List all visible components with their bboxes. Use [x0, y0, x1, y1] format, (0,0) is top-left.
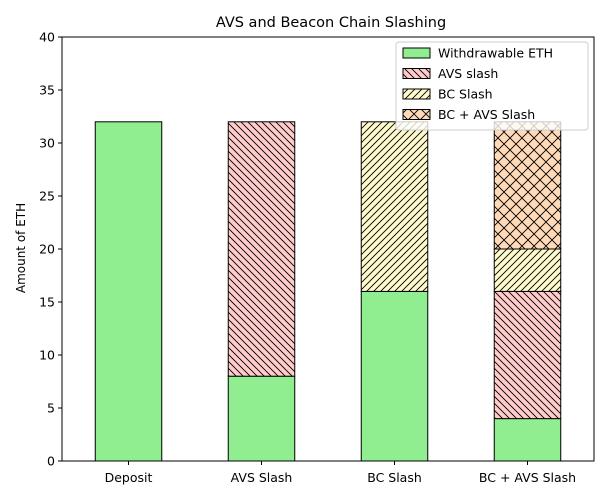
legend-box	[395, 41, 589, 131]
legend-swatch-bc-slash-outline	[402, 88, 431, 100]
legend-label-bc-slash: BC Slash	[438, 87, 493, 102]
y-tick-label: 35	[39, 83, 55, 98]
x-tick-label: AVS Slash	[231, 470, 293, 485]
y-tick-label: 30	[39, 136, 55, 151]
bars-layer	[94, 121, 562, 462]
y-tick-label: 25	[39, 189, 55, 204]
y-tick-label: 20	[39, 242, 55, 257]
legend-swatch-bc-avs-slash-outline	[402, 109, 431, 120]
bar-avs-slash-avs-slash-hatch	[228, 121, 295, 377]
legend-label-avs-slash: AVS slash	[438, 66, 498, 81]
legend-swatch-avs-slash-hatch	[403, 68, 430, 79]
bar-bc-avs-slash-bc-avs-slash-hatch	[494, 121, 561, 249]
bar-bc-avs-slash-withdrawable-eth	[494, 418, 561, 461]
bar-deposit-withdrawable-eth	[95, 121, 162, 462]
bar-avs-slash-withdrawable-eth	[228, 376, 295, 461]
x-tick-label: BC Slash	[367, 470, 422, 485]
legend-swatch-withdrawable-eth	[403, 48, 430, 58]
legend-swatch-avs-slash-outline	[402, 68, 431, 79]
y-tick-label: 15	[39, 295, 55, 310]
legend: Withdrawable ETH AVS slash BC Slash BC + AV…	[395, 41, 589, 131]
y-tick-label: 0	[47, 454, 55, 469]
x-tick-label: BC + AVS Slash	[479, 470, 576, 485]
legend-swatch-withdrawable-eth-outline	[402, 47, 431, 59]
bar-bc-slash-withdrawable-eth	[361, 291, 428, 461]
y-tick-label: 40	[39, 30, 55, 45]
y-tick-label: 5	[47, 401, 55, 416]
bar-avs-slash-avs-slash-outline	[227, 121, 296, 377]
chart-title: AVS and Beacon Chain Slashing	[216, 15, 446, 31]
bar-bc-slash-bc-slash-hatch	[361, 121, 428, 292]
x-tick-label: Deposit	[105, 470, 153, 485]
y-tick-label: 10	[39, 348, 55, 363]
legend-label-bc-avs-slash: BC + AVS Slash	[438, 107, 535, 122]
bar-bc-slash-bc-slash-outline	[360, 121, 429, 292]
bar-bc-avs-slash-avs-slash-hatch	[494, 291, 561, 419]
axes-layer: 0 5 10 15 20 25 30 35 40 Deposit AVS Slash BC Slash…	[39, 30, 595, 485]
y-axis-label: Amount of ETH	[14, 203, 28, 293]
legend-swatch-bc-avs-slash-hatch	[403, 109, 430, 120]
legend-label-withdrawable-eth: Withdrawable ETH	[438, 46, 553, 61]
legend-swatch-bc-slash-hatch	[403, 89, 430, 99]
bar-bc-avs-slash-bc-slash-hatch	[494, 249, 561, 292]
